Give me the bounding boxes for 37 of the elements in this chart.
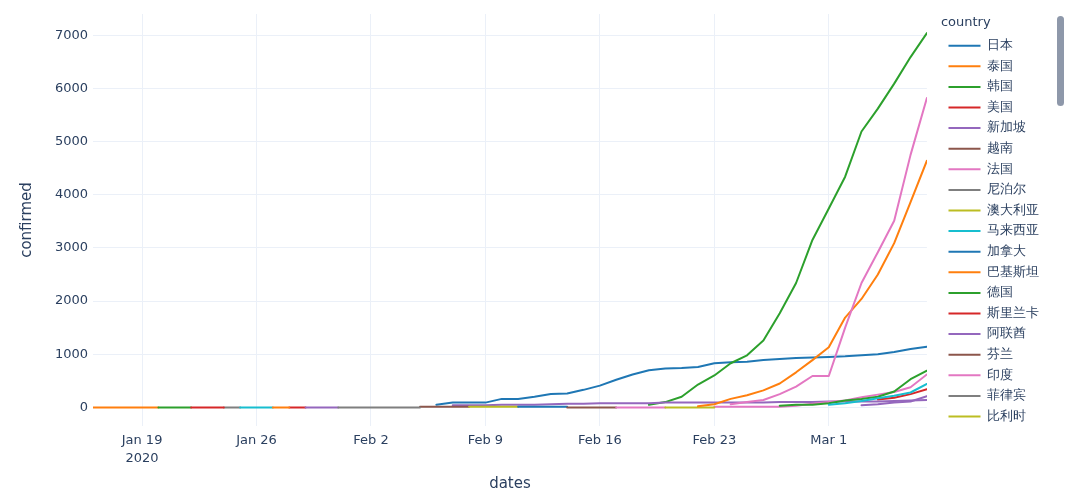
x-tick-label: Feb 9: [467, 432, 504, 448]
legend-label: 韩国: [987, 78, 1013, 94]
legend-label: 美国: [987, 98, 1013, 114]
legend-label: 尼泊尔: [987, 181, 1026, 197]
legend-label: 德国: [987, 284, 1013, 300]
x-tick-label: Mar 1: [810, 432, 848, 448]
legend-label: 马来西亚: [987, 222, 1039, 238]
y-tick-label: 7000: [54, 26, 88, 42]
x-tick-label: Feb 23: [692, 432, 737, 448]
legend-label: 日本: [987, 37, 1013, 53]
y-axis-title: confirmed: [16, 182, 35, 258]
x-tick-label: Feb 2: [353, 432, 389, 448]
y-tick-label: 1000: [54, 345, 88, 361]
legend-label: 澳大利亚: [987, 201, 1039, 217]
x-tick-label: Jan 19 2020: [120, 432, 163, 465]
x-tick-label: Feb 16: [578, 432, 622, 448]
legend-label: 越南: [987, 140, 1013, 156]
legend-label: 比利时: [987, 407, 1026, 423]
legend-label: 芬兰: [987, 346, 1013, 362]
legend-label: 印度: [987, 366, 1013, 382]
y-tick-label: 3000: [54, 239, 88, 255]
y-tick-label: 5000: [54, 132, 88, 148]
y-tick-label: 2000: [54, 292, 88, 308]
legend-label: 加拿大: [987, 243, 1026, 259]
legend-label: 法国: [987, 160, 1013, 176]
x-tick-label: Jan 26: [235, 432, 277, 448]
legend-label: 泰国: [987, 57, 1013, 73]
x-axis-title: dates: [489, 473, 531, 492]
legend-title: country: [940, 13, 991, 29]
legend-label: 斯里兰卡: [987, 304, 1039, 320]
legend-label: 新加坡: [987, 119, 1026, 135]
legend-label: 菲律宾: [987, 387, 1026, 403]
y-tick-label: 6000: [54, 79, 88, 95]
legend-label: 阿联酋: [987, 325, 1026, 341]
legend-label: 巴基斯坦: [987, 263, 1039, 279]
y-tick-label: 0: [79, 398, 88, 414]
y-tick-label: 4000: [54, 186, 88, 202]
